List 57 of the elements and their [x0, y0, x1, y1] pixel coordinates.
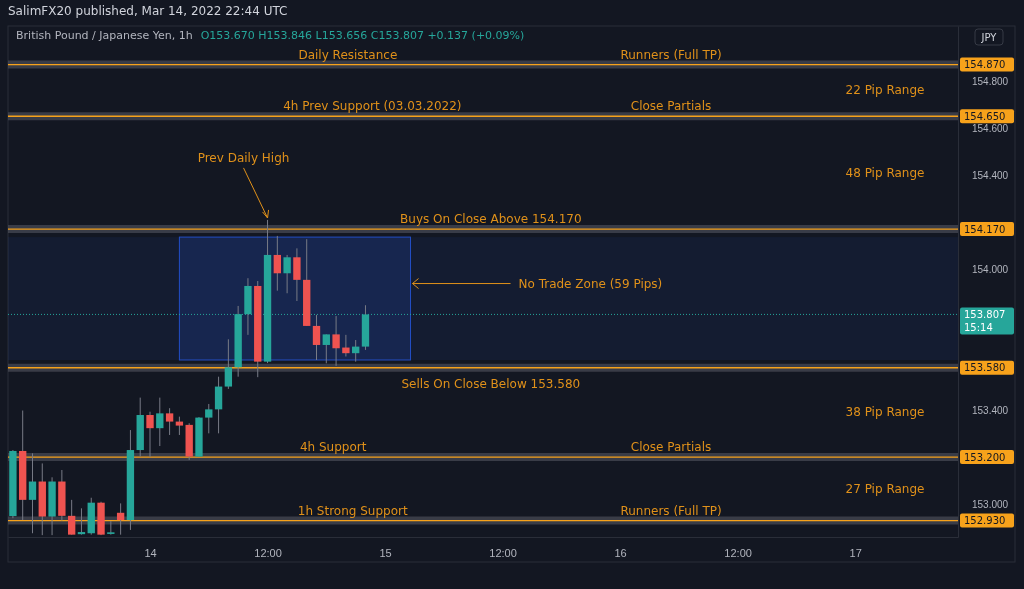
candlestick [146, 411, 154, 458]
ref-line-label: 153.580 [964, 362, 1006, 374]
ref-line-label: 154.650 [964, 110, 1006, 122]
candlestick [322, 333, 330, 364]
annotation: 48 Pip Range [845, 165, 925, 180]
candlestick [165, 407, 174, 436]
candlestick [67, 499, 76, 536]
annotation: 27 Pip Range [845, 481, 925, 496]
annotation: Runners (Full TP) [620, 47, 722, 62]
x-tick-label: 14 [144, 546, 157, 559]
candlestick [273, 235, 281, 292]
y-axis-title: JPY [980, 32, 998, 43]
candlestick [116, 502, 125, 536]
annotation: 4h Prev Support (03.03.2022) [283, 99, 462, 114]
annotation: Prev Daily High [197, 150, 290, 165]
annotation: Sells On Close Below 153.580 [401, 376, 581, 391]
candlestick [283, 254, 291, 294]
chart-title: British Pound / Japanese Yen, 1h [16, 29, 193, 42]
y-tick-label: 154.600 [972, 122, 1009, 134]
ref-line-label: 153.807 15:14 [964, 308, 1006, 333]
y-tick-label: 154.000 [972, 263, 1009, 275]
y-tick-label: 154.800 [972, 75, 1009, 87]
x-tick-label: 12:00 [254, 546, 282, 559]
annotation: Daily Resistance [298, 47, 398, 62]
candlestick [312, 314, 321, 361]
annotation: Close Partials [630, 99, 712, 114]
y-tick-label: 153.400 [972, 404, 1009, 416]
x-tick-label: 17 [849, 546, 862, 559]
ref-line-label: 152.930 [964, 515, 1006, 527]
annotation: 1h Strong Support [297, 503, 408, 518]
candlestick [342, 334, 350, 357]
candlestick [28, 452, 37, 534]
candlestick [205, 403, 213, 434]
x-tick-label: 15 [379, 546, 392, 559]
candlestick [156, 397, 164, 447]
band-label: No Trade Zone (59 Pips) [518, 276, 663, 291]
candlestick [175, 416, 184, 436]
ref-line-label: 153.200 [964, 451, 1006, 463]
annotation: Buys On Close Above 154.170 [400, 212, 582, 227]
ref-line-label: 154.170 [964, 223, 1006, 235]
y-tick-label: 153.000 [972, 498, 1009, 510]
annotation: 22 Pip Range [845, 83, 925, 98]
candlestick [332, 315, 340, 367]
x-tick-label: 12:00 [489, 546, 517, 559]
y-tick-label: 154.400 [972, 169, 1009, 181]
chart-subtitle: O153.670 H153.846 L153.656 C153.807 +0.137 (+0.09%) [200, 29, 525, 42]
annotation: Runners (Full TP) [620, 503, 722, 518]
annotation: 4h Support [299, 440, 367, 455]
annotation: 38 Pip Range [845, 405, 925, 420]
annotation: Close Partials [630, 440, 712, 455]
x-tick-label: 12:00 [724, 546, 752, 559]
text: SalimFX20 published, Mar 14, 2022 22:44 UTC [8, 4, 288, 18]
candlestick [224, 338, 233, 390]
ref-line-label: 154.870 [964, 59, 1006, 71]
candlestick [293, 247, 301, 302]
x-tick-label: 16 [614, 546, 627, 559]
candlestick [214, 376, 223, 434]
